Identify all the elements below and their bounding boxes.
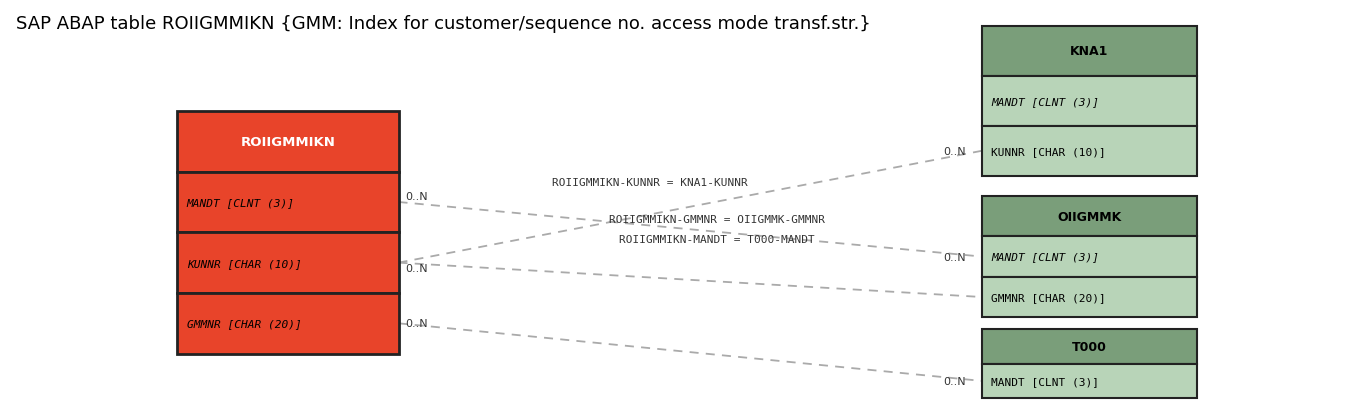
FancyBboxPatch shape bbox=[982, 196, 1196, 237]
FancyBboxPatch shape bbox=[178, 172, 399, 233]
FancyBboxPatch shape bbox=[982, 126, 1196, 176]
FancyBboxPatch shape bbox=[982, 237, 1196, 277]
FancyBboxPatch shape bbox=[982, 330, 1196, 364]
Text: 0..N: 0..N bbox=[943, 252, 966, 262]
Text: ROIIGMMIKN: ROIIGMMIKN bbox=[240, 135, 335, 148]
Text: MANDT [CLNT (3)]: MANDT [CLNT (3)] bbox=[991, 97, 1099, 107]
Text: 0..N: 0..N bbox=[405, 263, 428, 273]
Text: MANDT [CLNT (3)]: MANDT [CLNT (3)] bbox=[186, 198, 295, 207]
Text: T000: T000 bbox=[1072, 340, 1107, 353]
FancyBboxPatch shape bbox=[178, 233, 399, 293]
Text: MANDT [CLNT (3)]: MANDT [CLNT (3)] bbox=[991, 376, 1099, 386]
Text: 0..N: 0..N bbox=[405, 191, 428, 201]
Text: MANDT [CLNT (3)]: MANDT [CLNT (3)] bbox=[991, 252, 1099, 262]
Text: ROIIGMMIKN-MANDT = T000-MANDT: ROIIGMMIKN-MANDT = T000-MANDT bbox=[620, 235, 815, 245]
Text: 0..N: 0..N bbox=[405, 319, 428, 328]
Text: GMMNR [CHAR (20)]: GMMNR [CHAR (20)] bbox=[186, 319, 302, 328]
Text: OIIGMMK: OIIGMMK bbox=[1057, 210, 1122, 223]
FancyBboxPatch shape bbox=[982, 27, 1196, 77]
Text: KNA1: KNA1 bbox=[1070, 45, 1109, 58]
Text: KUNNR [CHAR (10)]: KUNNR [CHAR (10)] bbox=[186, 258, 302, 268]
Text: GMMNR [CHAR (20)]: GMMNR [CHAR (20)] bbox=[991, 292, 1106, 302]
Text: ROIIGMMIKN-KUNNR = KNA1-KUNNR: ROIIGMMIKN-KUNNR = KNA1-KUNNR bbox=[552, 178, 748, 188]
Text: 0..N: 0..N bbox=[943, 146, 966, 156]
FancyBboxPatch shape bbox=[982, 364, 1196, 398]
Text: KUNNR [CHAR (10)]: KUNNR [CHAR (10)] bbox=[991, 146, 1106, 156]
Text: ROIIGMMIKN-GMMNR = OIIGMMK-GMMNR: ROIIGMMIKN-GMMNR = OIIGMMK-GMMNR bbox=[609, 215, 826, 225]
FancyBboxPatch shape bbox=[178, 293, 399, 354]
FancyBboxPatch shape bbox=[982, 77, 1196, 126]
Text: 0..N: 0..N bbox=[943, 376, 966, 386]
Text: SAP ABAP table ROIIGMMIKN {GMM: Index for customer/sequence no. access mode tran: SAP ABAP table ROIIGMMIKN {GMM: Index fo… bbox=[16, 15, 872, 33]
FancyBboxPatch shape bbox=[178, 112, 399, 172]
FancyBboxPatch shape bbox=[982, 277, 1196, 317]
